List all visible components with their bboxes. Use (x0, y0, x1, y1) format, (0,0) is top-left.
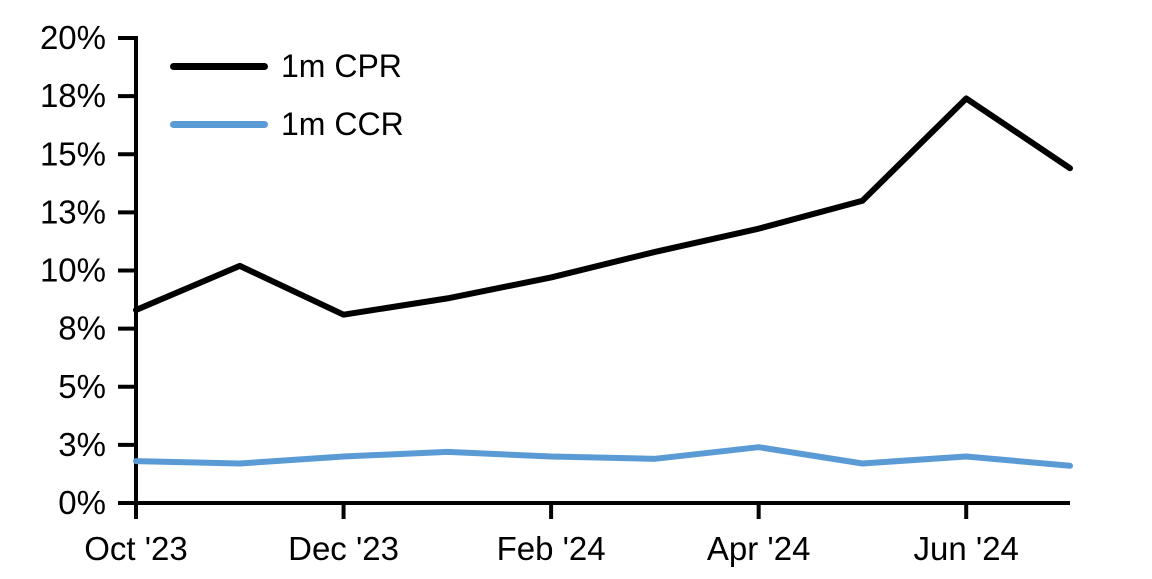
chart-legend: 1m CPR 1m CCR (170, 37, 404, 153)
legend-item-1m-ccr: 1m CCR (170, 95, 404, 153)
x-tick-label: Apr '24 (707, 530, 811, 567)
y-tick-label: 13% (40, 193, 106, 230)
x-tick-label: Feb '24 (497, 530, 606, 567)
x-tick-label: Dec '23 (288, 530, 399, 567)
cpr-line-swatch (170, 62, 268, 70)
y-tick-label: 10% (40, 252, 106, 289)
y-tick-label: 0% (58, 484, 106, 521)
x-tick-label: Oct '23 (84, 530, 188, 567)
y-tick-label: 5% (58, 368, 106, 405)
y-tick-label: 3% (58, 426, 106, 463)
series-line-1m-cpr (133, 95, 1073, 318)
y-tick-label: 15% (40, 135, 106, 172)
legend-item-1m-cpr: 1m CPR (170, 37, 404, 95)
x-tick-label: Jun '24 (914, 530, 1019, 567)
y-tick-label: 20% (40, 19, 106, 56)
ccr-line-swatch (170, 120, 268, 128)
legend-label-1m-cpr: 1m CPR (281, 47, 402, 84)
y-tick-label: 18% (40, 77, 106, 114)
y-tick-label: 8% (58, 310, 106, 347)
legend-label-1m-ccr: 1m CCR (281, 105, 404, 142)
series-line-1m-ccr (133, 444, 1073, 469)
